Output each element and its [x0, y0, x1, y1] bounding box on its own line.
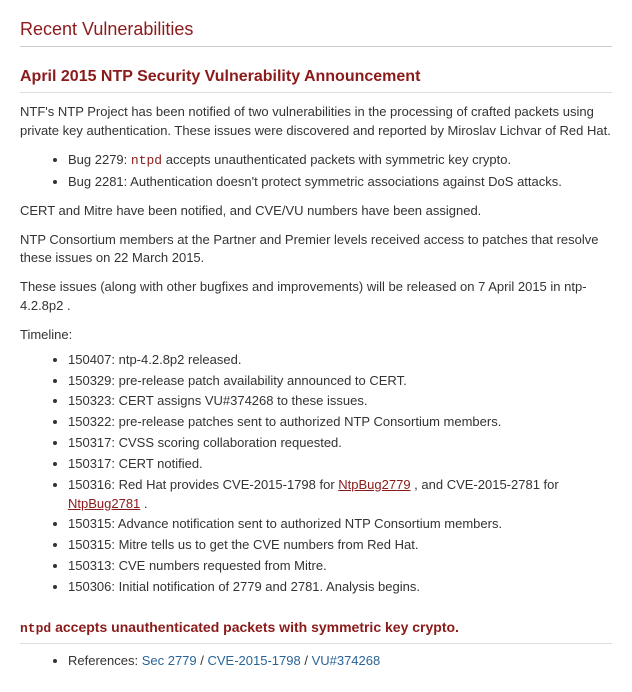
separator: /: [301, 653, 312, 666]
sub-heading-text: accepts unauthenticated packets with sym…: [51, 619, 459, 635]
bug-list: Bug 2279: ntpd accepts unauthenticated p…: [20, 151, 612, 192]
announcement-title: April 2015 NTP Security Vulnerability An…: [20, 65, 612, 93]
list-item: 150407: ntp-4.2.8p2 released.: [68, 351, 612, 370]
list-item: 150316: Red Hat provides CVE-2015-1798 f…: [68, 476, 612, 514]
vu-link[interactable]: VU#374268: [312, 653, 381, 666]
timeline-label: Timeline:: [20, 326, 612, 345]
cert-paragraph: CERT and Mitre have been notified, and C…: [20, 202, 612, 221]
bug-text-pre: Bug 2279:: [68, 152, 131, 167]
references-list: References: Sec 2779 / CVE-2015-1798 / V…: [20, 650, 612, 666]
timeline-text: 150316: Red Hat provides CVE-2015-1798 f…: [68, 477, 338, 492]
list-item: 150323: CERT assigns VU#374268 to these …: [68, 392, 612, 411]
code-ntpd: ntpd: [131, 153, 162, 168]
timeline-text: , and CVE-2015-2781 for: [411, 477, 559, 492]
ntpbug2779-link[interactable]: NtpBug2779: [338, 477, 410, 492]
consortium-paragraph: NTP Consortium members at the Partner an…: [20, 231, 612, 269]
section-title: Recent Vulnerabilities: [20, 16, 612, 47]
sec-2779-link[interactable]: Sec 2779: [142, 653, 197, 666]
list-item: 150317: CERT notified.: [68, 455, 612, 474]
list-item: Bug 2281: Authentication doesn't protect…: [68, 173, 612, 192]
list-item: 150317: CVSS scoring collaboration reque…: [68, 434, 612, 453]
ntpbug2781-link[interactable]: NtpBug2781: [68, 496, 140, 511]
list-item: Bug 2279: ntpd accepts unauthenticated p…: [68, 151, 612, 171]
timeline-list: 150407: ntp-4.2.8p2 released. 150329: pr…: [20, 351, 612, 597]
list-item: 150329: pre-release patch availability a…: [68, 372, 612, 391]
sub-heading: ntpd accepts unauthenticated packets wit…: [20, 617, 612, 644]
list-item: 150313: CVE numbers requested from Mitre…: [68, 557, 612, 576]
list-item: 150315: Mitre tells us to get the CVE nu…: [68, 536, 612, 555]
release-paragraph: These issues (along with other bugfixes …: [20, 278, 612, 316]
code-ntpd: ntpd: [20, 621, 51, 636]
list-item: References: Sec 2779 / CVE-2015-1798 / V…: [68, 652, 612, 666]
list-item: 150322: pre-release patches sent to auth…: [68, 413, 612, 432]
timeline-text: .: [140, 496, 147, 511]
intro-paragraph: NTF's NTP Project has been notified of t…: [20, 103, 612, 141]
separator: /: [197, 653, 208, 666]
cve-link[interactable]: CVE-2015-1798: [207, 653, 300, 666]
list-item: 150315: Advance notification sent to aut…: [68, 515, 612, 534]
list-item: 150306: Initial notification of 2779 and…: [68, 578, 612, 597]
bug-text-post: accepts unauthenticated packets with sym…: [162, 152, 511, 167]
references-label: References:: [68, 653, 142, 666]
